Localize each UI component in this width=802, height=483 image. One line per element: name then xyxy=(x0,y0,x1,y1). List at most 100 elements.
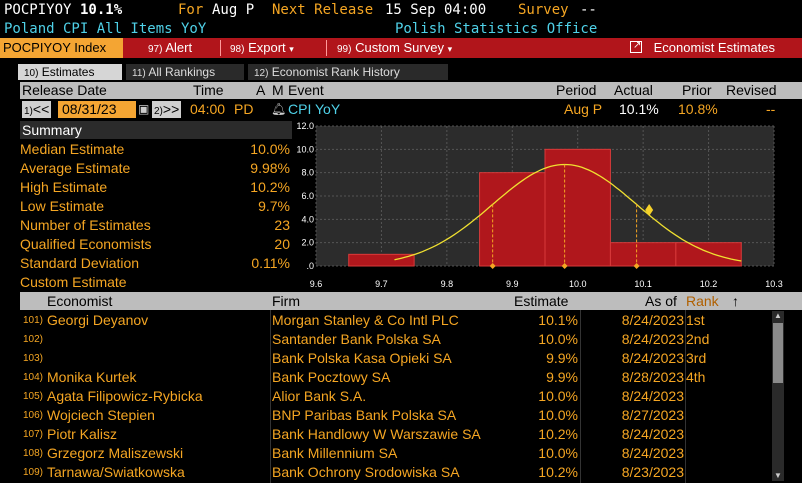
export-button[interactable]: 98) Export ▾ xyxy=(230,38,294,58)
x-tick-label: 9.7 xyxy=(375,279,388,289)
scroll-down-icon[interactable]: ▼ xyxy=(774,471,782,480)
table-row[interactable]: 103) Bank Polska Kasa Opieki SA 9.9% 8/2… xyxy=(20,349,780,368)
estimate-value: 10.2% xyxy=(538,464,578,480)
estimate-distribution-chart: .0 2.0 4.0 6.0 8.0 10.0 12.0 9.6 9.7 9.8 9.9 10.0 10… xyxy=(292,121,802,293)
survey-label: Survey xyxy=(518,2,569,18)
row-index: 108) xyxy=(23,448,44,459)
firm-name: Bank Pocztowy SA xyxy=(272,369,391,385)
estimate-header[interactable]: Estimate xyxy=(514,293,569,309)
custom-survey-button[interactable]: 99) Custom Survey ▾ xyxy=(337,38,452,58)
asof-date: 8/24/2023 xyxy=(621,350,684,366)
table-scrollbar[interactable]: ▲ ▼ xyxy=(772,311,784,481)
asof-header[interactable]: As of xyxy=(645,293,677,309)
tab-num: 10) xyxy=(24,68,39,79)
economist-name: Georgi Deyanov xyxy=(47,312,149,328)
summary-value: 20 xyxy=(274,236,290,252)
period-header: Period xyxy=(556,82,597,98)
calendar-icon[interactable]: ▣ xyxy=(138,102,150,116)
estimate-value: 9.9% xyxy=(546,350,578,366)
estimate-value: 10.0% xyxy=(538,407,578,423)
tab-estimates[interactable]: 10) Estimates xyxy=(18,64,122,80)
actual-header: Actual xyxy=(614,82,653,98)
economist-estimates-button[interactable]: ↗ Economist Estimates xyxy=(630,38,775,58)
tab-economist-rank-history[interactable]: 12) Economist Rank History xyxy=(248,64,448,80)
summary-value: 9.98% xyxy=(250,160,290,176)
x-tick-label: 9.6 xyxy=(310,279,323,289)
event-prior: 10.8% xyxy=(678,101,718,117)
summary-label: Custom Estimate xyxy=(20,274,127,290)
prev-date-button[interactable]: 1)<< xyxy=(22,101,52,118)
summary-row-qualified: Qualified Economists 20 xyxy=(20,235,292,254)
time-header: Time xyxy=(193,82,224,98)
table-row[interactable]: 104) Monika Kurtek Bank Pocztowy SA 9.9%… xyxy=(20,368,780,387)
y-tick-label: 2.0 xyxy=(301,238,314,248)
table-row[interactable]: 102) Santander Bank Polska SA 10.0% 8/24… xyxy=(20,330,780,349)
event-name[interactable]: CPI YoY xyxy=(288,101,341,117)
summary-title: Summary xyxy=(20,121,292,139)
alert-button[interactable]: 97) Alert xyxy=(148,38,192,58)
alert-num: 97) xyxy=(148,44,163,55)
for-label: For xyxy=(178,2,204,18)
a-header: A xyxy=(256,82,266,98)
y-tick-label: 12.0 xyxy=(296,121,314,131)
histogram-bar xyxy=(479,172,546,267)
asof-date: 8/24/2023 xyxy=(621,445,684,461)
prev-label: << xyxy=(32,101,50,117)
table-row[interactable]: 105) Agata Filipowicz-Rybicka Alior Bank… xyxy=(20,387,780,406)
marker-diamond xyxy=(633,263,640,269)
economist-name: Grzegorz Maliszewski xyxy=(47,445,184,461)
table-row[interactable]: 107) Piotr Kalisz Bank Handlowy W Warsza… xyxy=(20,425,780,444)
rank-value: 1st xyxy=(686,312,705,328)
security-header: POCPIYOY 10.1% For Aug P Next Release 15… xyxy=(0,0,802,20)
summary-row-custom[interactable]: Custom Estimate xyxy=(20,273,292,292)
firm-header[interactable]: Firm xyxy=(272,293,300,309)
release-date-input[interactable]: 08/31/23 xyxy=(58,101,136,118)
summary-label: Median Estimate xyxy=(20,141,125,157)
row-index: 109) xyxy=(23,467,44,478)
economist-header[interactable]: Economist xyxy=(47,293,113,309)
summary-row-high: High Estimate 10.2% xyxy=(20,178,292,197)
revised-header: Revised xyxy=(726,82,777,98)
summary-label: Number of Estimates xyxy=(20,217,151,233)
row-index: 102) xyxy=(23,334,44,345)
summary-row-average: Average Estimate 9.98% xyxy=(20,159,292,178)
estimate-value: 9.9% xyxy=(546,369,578,385)
security-button[interactable]: POCPIYOY Index xyxy=(0,38,123,58)
x-tick-label: 10.2 xyxy=(700,279,718,289)
tab-all-rankings[interactable]: 11) All Rankings xyxy=(126,64,244,80)
x-tick-label: 10.3 xyxy=(765,279,783,289)
summary-row-low: Low Estimate 9.7% xyxy=(20,197,292,216)
row-index: 101) xyxy=(23,315,44,326)
scroll-up-icon[interactable]: ▲ xyxy=(774,311,782,320)
ticker-label: POCPIYOY xyxy=(4,2,72,18)
table-row[interactable]: 106) Wojciech Stepien BNP Paribas Bank P… xyxy=(20,406,780,425)
event-revised: -- xyxy=(766,101,776,117)
event-period: Aug P xyxy=(564,101,603,117)
row-index: 104) xyxy=(23,372,44,383)
security-description: Poland CPI All Items YoY Polish Statisti… xyxy=(0,20,802,38)
release-pd: PD xyxy=(234,101,254,117)
next-date-button[interactable]: 2)>> xyxy=(152,101,182,118)
table-row[interactable]: 109) Tarnawa/Swiatkowska Bank Ochrony Sr… xyxy=(20,463,780,482)
firm-name: Bank Ochrony Srodowiska SA xyxy=(272,464,460,480)
scroll-thumb[interactable] xyxy=(773,323,783,383)
marker-diamond xyxy=(561,263,568,269)
rank-value: 2nd xyxy=(686,331,710,347)
table-row[interactable]: 101) Georgi Deyanov Morgan Stanley & Co … xyxy=(20,311,780,330)
source-label: Polish Statistics Office xyxy=(395,21,598,37)
x-tick-label: 10.0 xyxy=(569,279,587,289)
survey-value: -- xyxy=(580,2,597,18)
summary-label: Qualified Economists xyxy=(20,236,152,252)
row-index: 107) xyxy=(23,429,44,440)
bell-icon[interactable]: 🔔︎ xyxy=(271,102,287,116)
m-header: M xyxy=(272,82,284,98)
rank-header[interactable]: Rank xyxy=(686,293,719,309)
next-num: 2) xyxy=(154,106,163,117)
table-row[interactable]: 108) Grzegorz Maliszewski Bank Millenniu… xyxy=(20,444,780,463)
economist-name: Monika Kurtek xyxy=(47,369,137,385)
row-index: 103) xyxy=(23,353,44,364)
summary-value: 23 xyxy=(274,217,290,233)
prior-header: Prior xyxy=(682,82,712,98)
sort-arrow-icon[interactable]: ↑ xyxy=(732,293,739,309)
next-label: >> xyxy=(162,101,180,117)
